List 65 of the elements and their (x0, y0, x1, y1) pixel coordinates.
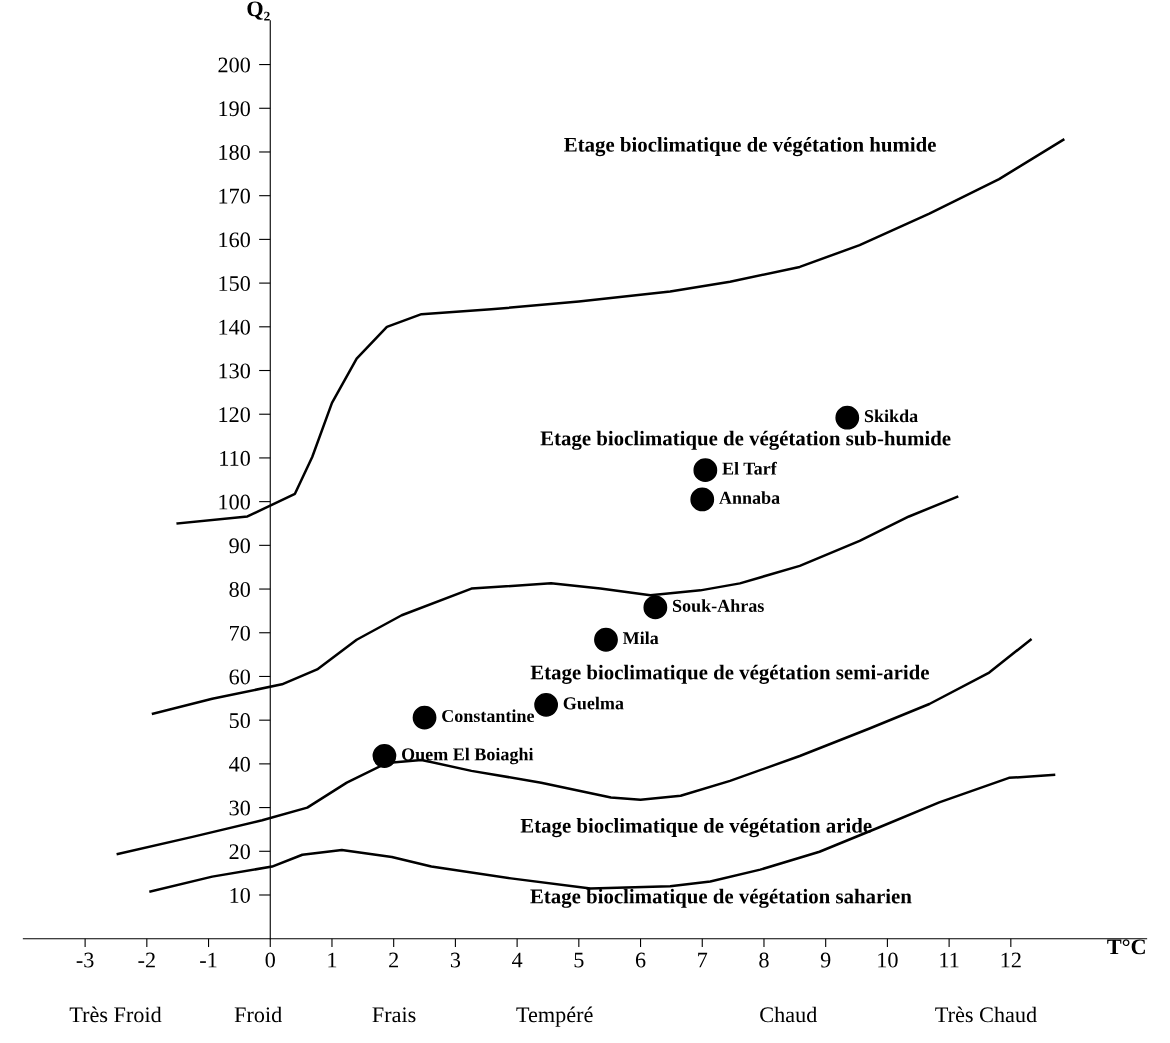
x-tick-label: 10 (878, 952, 898, 968)
text: Tempéré (516, 1006, 593, 1027)
x-tick-label: 3 (450, 952, 461, 968)
text: Frais (372, 1007, 416, 1023)
x-tick-label: 2 (389, 952, 399, 968)
x-tick-label: 6 (635, 952, 646, 968)
y-tick-label: 70 (230, 625, 250, 641)
y-tick-label: 80 (229, 581, 250, 597)
y-tick-label: 180 (219, 144, 250, 160)
text: Chaud (760, 1006, 818, 1023)
y-tick-label: 190 (219, 101, 250, 117)
text: Très Chaud (935, 1006, 1037, 1023)
y-tick-label: 90 (229, 538, 250, 554)
point (372, 744, 397, 768)
x-tick-label: -2 (138, 952, 155, 968)
x-tick-label: 9 (820, 952, 831, 968)
x-tick-label: 0 (265, 952, 275, 968)
x-tick-label: 8 (759, 952, 769, 968)
data-label: Mila (622, 631, 659, 645)
text: Très Froid (69, 1006, 162, 1023)
y-tick-label: 30 (229, 800, 250, 816)
annotation: Etage bioclimatique de végétation aride (520, 818, 872, 838)
x-tick-label: 12 (1001, 952, 1021, 968)
x-tick-label: 4 (511, 952, 523, 968)
y-tick-label: 50 (229, 713, 250, 729)
y-tick-label: 120 (219, 407, 250, 423)
y-axis-title: Q₂ (247, 1, 270, 21)
y-tick-label: 20 (229, 844, 250, 860)
x-tick-label: 11 (940, 952, 959, 968)
point (690, 487, 715, 512)
x-axis-title: T°C (1107, 939, 1145, 955)
y-tick-label: 100 (219, 494, 250, 510)
data-label: Skikda (864, 409, 918, 423)
annotation: Etage bioclimatique de végétation humide (564, 137, 936, 157)
x-tick-label: -1 (200, 952, 217, 968)
x-tick-label: 7 (698, 952, 708, 968)
y-tick-label: 110 (220, 450, 250, 466)
y-tick-label: 10 (230, 887, 250, 903)
point (412, 705, 437, 730)
text: Froid (234, 1006, 282, 1023)
data-label: Guelma (563, 696, 624, 710)
annotation: Etage bioclimatique de végétation sub-humide (540, 430, 951, 450)
y-tick-label: 160 (219, 232, 250, 248)
x-tick-label: -3 (76, 952, 94, 968)
y-tick-label: 170 (219, 188, 250, 204)
x-tick-label: 1 (328, 952, 337, 968)
data-label: Souk-Ahras (672, 599, 764, 612)
point (534, 692, 559, 717)
y-tick-label: 200 (218, 57, 250, 73)
point (643, 595, 668, 620)
point (693, 458, 718, 483)
point (835, 405, 860, 430)
y-tick-label: 150 (219, 276, 250, 292)
y-tick-label: 60 (229, 669, 250, 685)
y-tick-label: 130 (219, 363, 250, 379)
data-label: El Tarf (722, 461, 777, 475)
data-label: Constantine (442, 709, 535, 723)
point (594, 627, 618, 652)
annotation: Etage bioclimatique de végétation semi-aride (530, 664, 929, 684)
data-label: Annaba (719, 491, 780, 504)
y-tick-label: 140 (219, 319, 250, 335)
annotation: Etage bioclimatique de végétation saharien (530, 888, 912, 908)
data-label: Ouem El Boiaghi (401, 747, 534, 765)
y-tick-label: 40 (229, 756, 250, 772)
x-tick-label: 5 (574, 952, 584, 968)
